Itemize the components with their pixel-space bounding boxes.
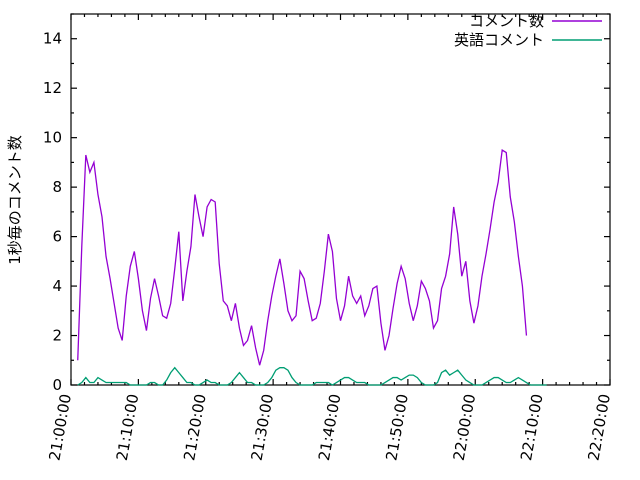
y-tick-label: 10 <box>43 129 62 147</box>
y-tick-label: 8 <box>52 178 62 196</box>
y-tick-label: 6 <box>52 228 62 246</box>
y-tick-label: 0 <box>52 376 62 394</box>
series-group <box>77 148 547 386</box>
y-tick-label: 2 <box>52 327 62 345</box>
y-axis-title: 1秒毎のコメント数 <box>6 135 24 265</box>
series-english-comment <box>77 366 547 386</box>
legend-label-english-comment: 英語コメント <box>454 31 544 49</box>
series-comment-count <box>77 148 528 366</box>
legend-label-comment-count: コメント数 <box>469 12 544 30</box>
legend: コメント数 英語コメント <box>454 12 602 49</box>
y-tick-label: 14 <box>43 30 62 48</box>
y-tick-label: 12 <box>43 79 62 97</box>
y-tick-label: 4 <box>52 277 62 295</box>
y-axis-ticks: 0 2 4 6 8 10 12 14 <box>43 13 610 394</box>
